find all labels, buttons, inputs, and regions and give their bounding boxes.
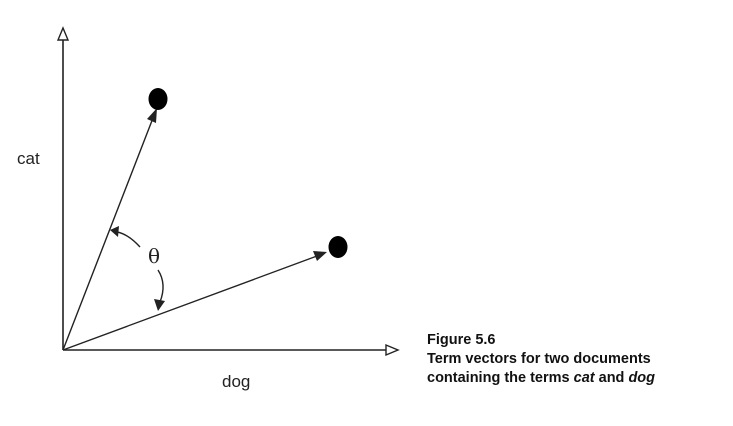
angle-arc-lower <box>157 269 164 303</box>
angle-arc-lower-arrowhead <box>154 299 165 311</box>
caption-line-2-prefix: containing the terms <box>427 370 574 386</box>
x-axis-arrowhead <box>385 343 400 357</box>
caption-line-2: containing the terms cat and dog <box>427 369 727 388</box>
angle-theta-label: θ <box>148 244 160 268</box>
document-2-point <box>328 236 348 258</box>
angle-arc-upper <box>116 231 141 248</box>
x-axis-label: dog <box>222 372 250 391</box>
y-axis-arrowhead <box>56 26 70 41</box>
vector-document-2 <box>62 255 318 351</box>
vector-document-1 <box>62 117 154 351</box>
y-axis-label: cat <box>17 149 40 168</box>
document-1-point <box>148 88 168 110</box>
caption-conjunction: and <box>594 370 629 386</box>
angle-arc-upper-arrowhead <box>110 226 119 237</box>
figure-caption: Figure 5.6 Term vectors for two document… <box>427 331 727 388</box>
caption-term-cat: cat <box>573 370 595 386</box>
caption-line-1: Term vectors for two documents <box>427 351 651 367</box>
caption-term-dog: dog <box>628 370 656 386</box>
vector-document-2-arrowhead <box>313 251 327 261</box>
figure-number: Figure 5.6 <box>427 332 496 348</box>
vector-document-1-arrowhead <box>147 108 157 123</box>
